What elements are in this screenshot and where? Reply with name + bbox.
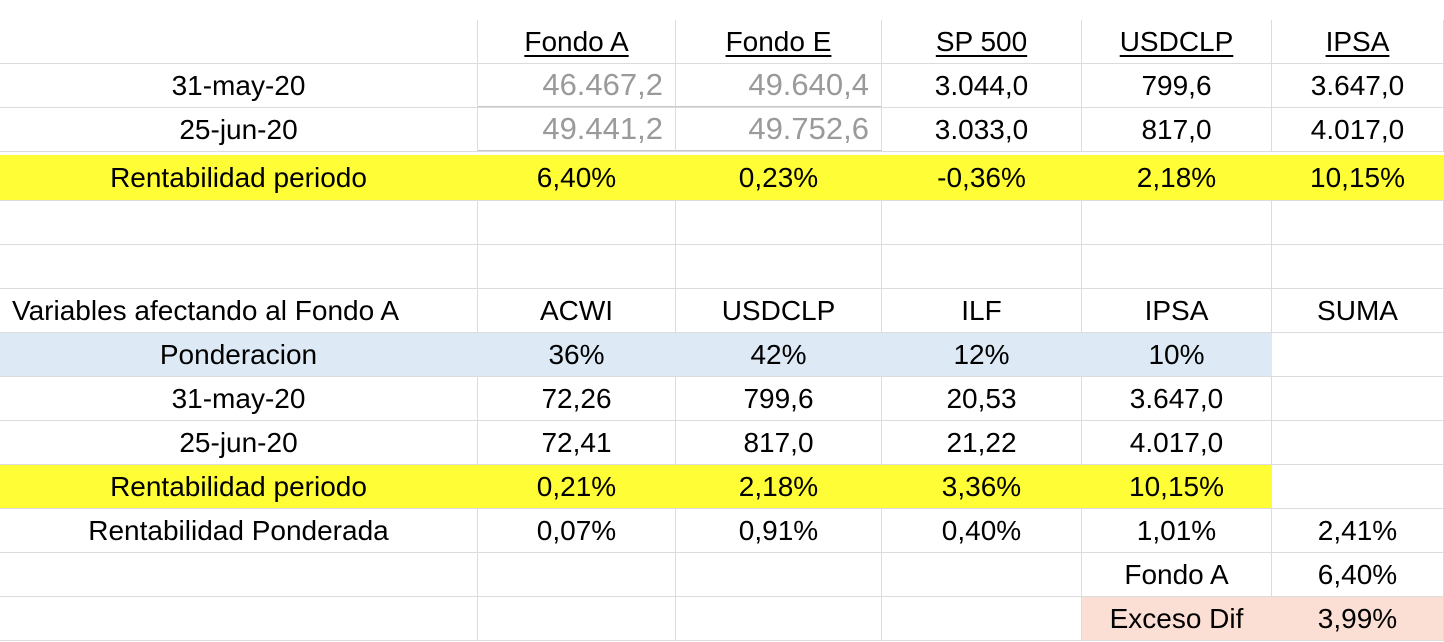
cell-ipsa[interactable]: 10,15% <box>1082 465 1272 508</box>
header-sp500[interactable]: SP 500 <box>882 20 1082 63</box>
row-label[interactable]: 31-may-20 <box>0 64 478 107</box>
cell-sp500[interactable]: 3.033,0 <box>882 108 1082 151</box>
cell-fondo-e[interactable]: 0,23% <box>676 155 882 200</box>
row-label[interactable]: Rentabilidad periodo <box>0 155 478 200</box>
cell-acwi[interactable]: 36% <box>478 333 676 376</box>
cell-suma[interactable] <box>1272 377 1444 420</box>
cell-empty[interactable] <box>478 597 676 640</box>
row-label[interactable]: 25-jun-20 <box>0 108 478 151</box>
cell-ipsa[interactable]: 4.017,0 <box>1082 421 1272 464</box>
cell-empty[interactable] <box>0 20 478 63</box>
table1-row-31-may: 31-may-20 46.467,2 49.640,4 3.044,0 799,… <box>0 64 1444 108</box>
exceso-value[interactable]: 3,99% <box>1272 597 1444 640</box>
cell-empty[interactable] <box>882 201 1082 244</box>
cell-empty[interactable] <box>1082 201 1272 244</box>
cell-ilf[interactable]: 12% <box>882 333 1082 376</box>
cell-empty[interactable] <box>1272 245 1444 288</box>
cell-empty[interactable] <box>676 201 882 244</box>
cell-empty[interactable] <box>676 245 882 288</box>
cell-fondo-a[interactable]: 49.441,2 <box>478 108 676 151</box>
cell-fondo-e[interactable]: 49.640,4 <box>676 64 882 107</box>
cell-empty[interactable] <box>676 597 882 640</box>
table2-row-ponderacion: Ponderacion 36% 42% 12% 10% <box>0 333 1444 377</box>
cell-empty[interactable] <box>478 553 676 596</box>
cell-usdclp[interactable]: 2,18% <box>1082 155 1272 200</box>
cell-ilf[interactable]: 21,22 <box>882 421 1082 464</box>
cell-empty[interactable] <box>676 553 882 596</box>
cell-usdclp[interactable]: 42% <box>676 333 882 376</box>
table2-title[interactable]: Variables afectando al Fondo A <box>0 289 478 332</box>
row-label[interactable]: Ponderacion <box>0 333 478 376</box>
cell-usdclp[interactable]: 817,0 <box>1082 108 1272 151</box>
cell-suma[interactable] <box>1272 333 1444 376</box>
cell-acwi[interactable]: 72,41 <box>478 421 676 464</box>
cell-ipsa[interactable]: 10,15% <box>1272 155 1444 200</box>
cell-ilf[interactable]: 3,36% <box>882 465 1082 508</box>
table2-row-rentabilidad: Rentabilidad periodo 0,21% 2,18% 3,36% 1… <box>0 465 1444 509</box>
cell-empty[interactable] <box>1272 201 1444 244</box>
cell-suma[interactable]: 2,41% <box>1272 509 1444 552</box>
cell-empty[interactable] <box>478 245 676 288</box>
cell-ipsa[interactable]: 1,01% <box>1082 509 1272 552</box>
table2-row-31-may: 31-may-20 72,26 799,6 20,53 3.647,0 <box>0 377 1444 421</box>
cell-fondo-a[interactable]: 46.467,2 <box>478 64 676 107</box>
cell-ipsa[interactable]: 3.647,0 <box>1272 64 1444 107</box>
row-label[interactable]: Rentabilidad periodo <box>0 465 478 508</box>
cell-ilf[interactable]: 0,40% <box>882 509 1082 552</box>
row-label[interactable]: 25-jun-20 <box>0 421 478 464</box>
cell-fondo-a[interactable]: 6,40% <box>478 155 676 200</box>
cell-ilf[interactable]: 20,53 <box>882 377 1082 420</box>
table2-row-ponderada: Rentabilidad Ponderada 0,07% 0,91% 0,40%… <box>0 509 1444 553</box>
cell-empty[interactable] <box>1082 245 1272 288</box>
empty-row <box>0 201 1444 245</box>
cell-acwi[interactable]: 72,26 <box>478 377 676 420</box>
cell-empty[interactable] <box>882 597 1082 640</box>
header-suma[interactable]: SUMA <box>1272 289 1444 332</box>
cell-acwi[interactable]: 0,07% <box>478 509 676 552</box>
cell-empty[interactable] <box>0 553 478 596</box>
cell-empty[interactable] <box>882 553 1082 596</box>
cell-acwi[interactable]: 0,21% <box>478 465 676 508</box>
header-ipsa[interactable]: IPSA <box>1082 289 1272 332</box>
exceso-label[interactable]: Exceso Dif <box>1082 597 1272 640</box>
header-fondo-e[interactable]: Fondo E <box>676 20 882 63</box>
cell-usdclp[interactable]: 2,18% <box>676 465 882 508</box>
cell-empty[interactable] <box>0 201 478 244</box>
cell-fondo-e[interactable]: 49.752,6 <box>676 108 882 151</box>
cell-ipsa[interactable]: 3.647,0 <box>1082 377 1272 420</box>
table1-row-rentabilidad: Rentabilidad periodo 6,40% 0,23% -0,36% … <box>0 155 1444 201</box>
header-usdclp[interactable]: USDCLP <box>676 289 882 332</box>
header-ipsa[interactable]: IPSA <box>1272 20 1444 63</box>
cell-sp500[interactable]: 3.044,0 <box>882 64 1082 107</box>
cell-usdclp[interactable]: 817,0 <box>676 421 882 464</box>
cell-usdclp[interactable]: 799,6 <box>676 377 882 420</box>
header-ilf[interactable]: ILF <box>882 289 1082 332</box>
table2-row-exceso: Exceso Dif 3,99% <box>0 597 1444 641</box>
table2-header-row: Variables afectando al Fondo A ACWI USDC… <box>0 289 1444 333</box>
cell-empty[interactable] <box>0 245 478 288</box>
table1-row-25-jun: 25-jun-20 49.441,2 49.752,6 3.033,0 817,… <box>0 108 1444 152</box>
cell-ipsa[interactable]: 10% <box>1082 333 1272 376</box>
table2-row-25-jun: 25-jun-20 72,41 817,0 21,22 4.017,0 <box>0 421 1444 465</box>
header-usdclp[interactable]: USDCLP <box>1082 20 1272 63</box>
empty-row <box>0 245 1444 289</box>
row-label[interactable]: Rentabilidad Ponderada <box>0 509 478 552</box>
table2-row-fondo-a: Fondo A 6,40% <box>0 553 1444 597</box>
table1-header-row: Fondo A Fondo E SP 500 USDCLP IPSA <box>0 20 1444 64</box>
cell-ipsa[interactable]: 4.017,0 <box>1272 108 1444 151</box>
cell-empty[interactable] <box>478 201 676 244</box>
cell-empty[interactable] <box>0 597 478 640</box>
row-label[interactable]: 31-may-20 <box>0 377 478 420</box>
header-fondo-a[interactable]: Fondo A <box>478 20 676 63</box>
cell-sp500[interactable]: -0,36% <box>882 155 1082 200</box>
cell-usdclp[interactable]: 799,6 <box>1082 64 1272 107</box>
header-acwi[interactable]: ACWI <box>478 289 676 332</box>
cell-empty[interactable] <box>882 245 1082 288</box>
cell-usdclp[interactable]: 0,91% <box>676 509 882 552</box>
fondo-a-label[interactable]: Fondo A <box>1082 553 1272 596</box>
cell-suma[interactable] <box>1272 421 1444 464</box>
cell-suma[interactable] <box>1272 465 1444 508</box>
fondo-a-value[interactable]: 6,40% <box>1272 553 1444 596</box>
